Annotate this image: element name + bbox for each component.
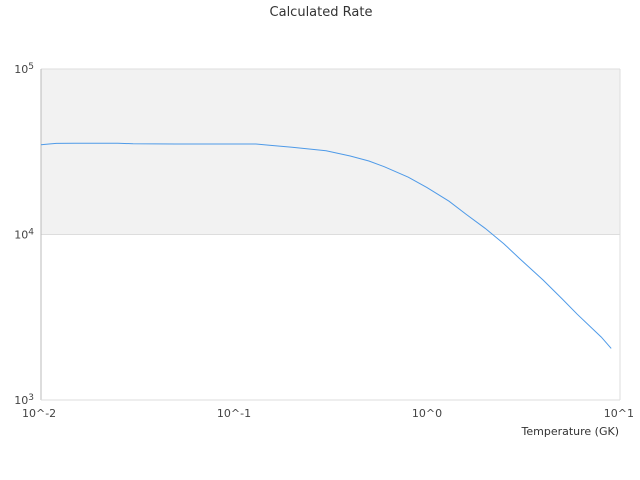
y-axis-ticks: 103 104 105 xyxy=(14,62,34,407)
series-line xyxy=(40,142,612,349)
x-tick-label: 10^0 xyxy=(412,407,442,420)
x-tick-label: 10^-2 xyxy=(22,407,56,420)
y-tick-label: 104 xyxy=(14,228,34,242)
y-tick-label: 103 xyxy=(14,393,34,407)
axes xyxy=(40,69,621,401)
x-tick-label: 10^-1 xyxy=(217,407,251,420)
x-tick-label: 10^1 xyxy=(604,407,634,420)
x-axis-label: Temperature (GK) xyxy=(521,425,620,438)
plot-band xyxy=(41,234,620,400)
chart-title: Calculated Rate xyxy=(270,5,373,20)
series-layer xyxy=(40,142,612,349)
x-axis-ticks: 10^-2 10^-1 10^0 10^1 xyxy=(22,407,634,420)
y-tick-label: 105 xyxy=(14,62,34,76)
